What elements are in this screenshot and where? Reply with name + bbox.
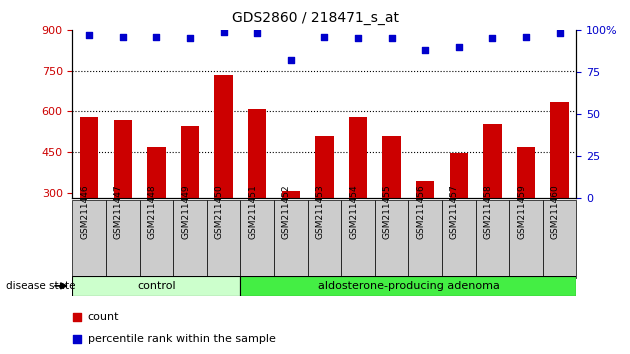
Point	[252, 30, 262, 36]
Text: GSM211459: GSM211459	[517, 184, 526, 239]
Text: GSM211451: GSM211451	[248, 184, 257, 239]
Point	[72, 336, 83, 342]
FancyBboxPatch shape	[274, 200, 307, 278]
Text: GSM211455: GSM211455	[382, 184, 392, 239]
Bar	[80, 117, 98, 198]
Bar	[282, 191, 300, 198]
Bar	[416, 181, 435, 198]
Text: GSM211449: GSM211449	[181, 184, 190, 239]
Text: GDS2860 / 218471_s_at: GDS2860 / 218471_s_at	[231, 11, 399, 25]
FancyBboxPatch shape	[140, 200, 173, 278]
Text: GSM211457: GSM211457	[450, 184, 459, 239]
FancyBboxPatch shape	[106, 200, 140, 278]
FancyBboxPatch shape	[476, 200, 509, 278]
Point	[151, 34, 161, 40]
Text: GSM211446: GSM211446	[80, 184, 89, 239]
Bar	[349, 117, 367, 198]
FancyBboxPatch shape	[207, 200, 241, 278]
Point	[554, 30, 564, 36]
FancyBboxPatch shape	[341, 200, 375, 278]
Point	[118, 34, 128, 40]
Point	[488, 36, 498, 41]
Bar	[315, 136, 334, 198]
Text: disease state: disease state	[6, 281, 76, 291]
Point	[454, 44, 464, 50]
Bar	[147, 147, 166, 198]
FancyBboxPatch shape	[442, 200, 476, 278]
Text: GSM211454: GSM211454	[349, 184, 358, 239]
FancyBboxPatch shape	[307, 200, 341, 278]
Text: percentile rank within the sample: percentile rank within the sample	[88, 334, 275, 344]
Point	[185, 36, 195, 41]
Bar	[248, 109, 266, 198]
Point	[72, 314, 83, 320]
Point	[84, 32, 94, 38]
Text: GSM211452: GSM211452	[282, 184, 291, 239]
FancyBboxPatch shape	[543, 200, 576, 278]
FancyBboxPatch shape	[72, 276, 241, 296]
Text: GSM211458: GSM211458	[483, 184, 493, 239]
Text: GSM211447: GSM211447	[114, 184, 123, 239]
Bar	[181, 126, 199, 198]
Bar	[382, 136, 401, 198]
FancyBboxPatch shape	[241, 276, 576, 296]
Text: GSM211460: GSM211460	[551, 184, 559, 239]
Point	[420, 47, 430, 53]
Bar	[483, 124, 501, 198]
FancyBboxPatch shape	[241, 200, 274, 278]
FancyBboxPatch shape	[509, 200, 543, 278]
Bar	[450, 154, 468, 198]
Bar	[551, 102, 569, 198]
Bar	[113, 120, 132, 198]
FancyBboxPatch shape	[72, 200, 106, 278]
Text: count: count	[88, 312, 119, 322]
Text: GSM211450: GSM211450	[215, 184, 224, 239]
Text: GSM211453: GSM211453	[316, 184, 324, 239]
Point	[219, 29, 229, 35]
Point	[387, 36, 397, 41]
FancyBboxPatch shape	[375, 200, 408, 278]
FancyBboxPatch shape	[408, 200, 442, 278]
Point	[319, 34, 329, 40]
Text: control: control	[137, 281, 176, 291]
Text: aldosterone-producing adenoma: aldosterone-producing adenoma	[318, 281, 500, 291]
Point	[353, 36, 363, 41]
Text: GSM211456: GSM211456	[416, 184, 425, 239]
Bar	[517, 147, 536, 198]
Text: GSM211448: GSM211448	[147, 184, 156, 239]
FancyBboxPatch shape	[173, 200, 207, 278]
Point	[286, 57, 296, 63]
Bar	[214, 75, 233, 198]
Point	[521, 34, 531, 40]
